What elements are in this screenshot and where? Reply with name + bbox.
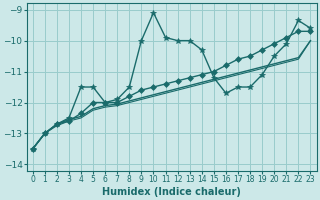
X-axis label: Humidex (Indice chaleur): Humidex (Indice chaleur) [102,187,241,197]
